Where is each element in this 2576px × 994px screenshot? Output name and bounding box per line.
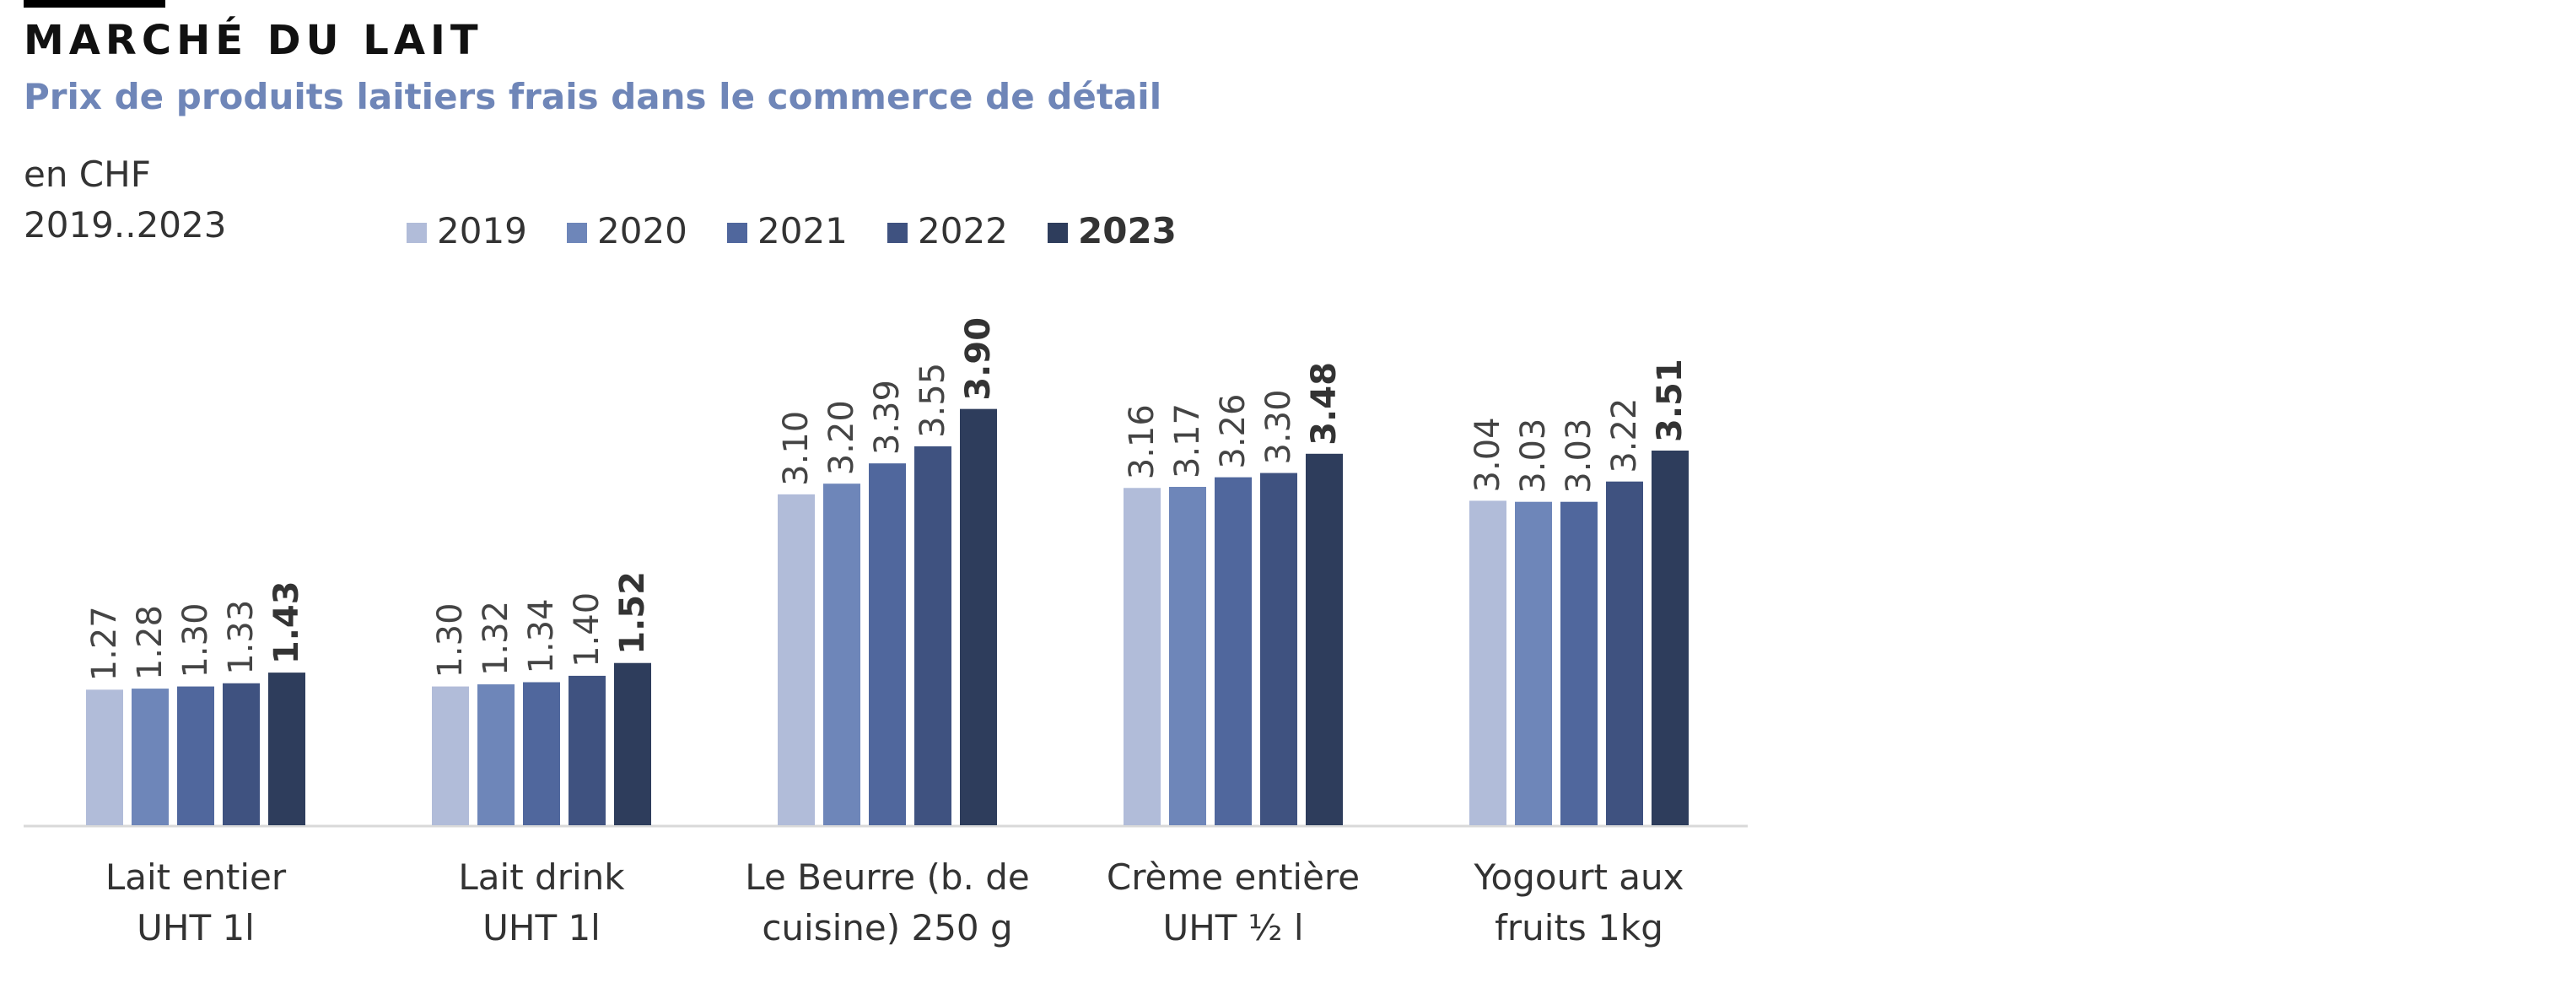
legend-swatch-2019 <box>407 223 427 243</box>
legend-label-2020: 2020 <box>597 210 687 251</box>
bar-2021-2 <box>869 463 906 825</box>
value-label-2020-3: 3.17 <box>1168 403 1207 478</box>
bar-2023-2 <box>960 408 997 825</box>
category-label-2-0: Le Beurre (b. de <box>745 856 1029 898</box>
category-label-3-1: UHT ½ l <box>1162 907 1303 948</box>
value-label-2022-2: 3.55 <box>913 363 952 438</box>
category-label-0-1: UHT 1l <box>137 907 255 948</box>
value-label-2019-0: 1.27 <box>85 606 124 681</box>
bar-2019-1 <box>432 686 469 825</box>
bar-2020-0 <box>132 689 169 825</box>
value-label-2023-1: 1.52 <box>613 571 652 655</box>
bar-2021-4 <box>1560 501 1598 825</box>
unit-label: en CHF <box>24 154 151 195</box>
category-label-0-0: Lait entier <box>105 856 287 898</box>
value-label-2023-4: 3.51 <box>1651 359 1689 442</box>
bar-2022-3 <box>1260 473 1297 825</box>
bar-2022-0 <box>223 683 260 825</box>
value-label-2020-4: 3.03 <box>1514 419 1553 494</box>
value-label-2019-4: 3.04 <box>1469 417 1507 492</box>
value-label-2022-3: 3.30 <box>1259 389 1298 464</box>
legend-label-2023: 2023 <box>1078 210 1177 251</box>
category-label-4-1: fruits 1kg <box>1495 907 1663 948</box>
bar-2023-1 <box>614 662 651 825</box>
value-label-2020-1: 1.32 <box>477 601 515 676</box>
value-label-2019-3: 3.16 <box>1123 404 1161 479</box>
bar-2021-1 <box>523 682 560 825</box>
bar-2020-1 <box>477 684 515 825</box>
value-label-2020-0: 1.28 <box>131 605 170 680</box>
bar-2021-0 <box>177 686 214 825</box>
bar-2019-0 <box>86 689 123 825</box>
bar-2022-2 <box>914 446 951 825</box>
bar-2019-4 <box>1469 500 1506 825</box>
category-label-3-0: Crème entière <box>1107 856 1360 898</box>
category-label-4-0: Yogourt aux <box>1473 856 1684 898</box>
value-label-2022-0: 1.33 <box>222 600 261 675</box>
bar-2019-2 <box>778 494 815 825</box>
value-label-2019-2: 3.10 <box>777 411 816 486</box>
top-rule <box>24 0 165 8</box>
bar-2021-3 <box>1215 477 1252 825</box>
value-label-2021-0: 1.30 <box>176 602 215 678</box>
value-label-2023-2: 3.90 <box>959 317 998 401</box>
chart-subtitle: Prix de produits laitiers frais dans le … <box>24 76 1162 117</box>
value-label-2020-2: 3.20 <box>822 400 861 475</box>
page-title: MARCHÉ DU LAIT <box>24 17 483 64</box>
legend-swatch-2022 <box>887 223 908 243</box>
legend-swatch-2023 <box>1048 223 1068 243</box>
category-label-1-1: UHT 1l <box>482 907 601 948</box>
category-label-2-1: cuisine) 250 g <box>762 907 1012 948</box>
value-label-2021-1: 1.34 <box>522 598 561 673</box>
bar-2022-4 <box>1606 481 1643 825</box>
bar-2023-0 <box>268 673 305 825</box>
bar-2023-3 <box>1306 453 1343 825</box>
bar-2020-2 <box>823 483 860 825</box>
value-label-2021-2: 3.39 <box>868 380 907 455</box>
legend-swatch-2020 <box>567 223 587 243</box>
bar-2022-1 <box>569 675 606 825</box>
legend-label-2021: 2021 <box>757 210 848 251</box>
bar-2020-4 <box>1515 501 1552 825</box>
period-label: 2019..2023 <box>24 204 227 246</box>
value-label-2021-4: 3.03 <box>1560 419 1598 494</box>
value-label-2022-4: 3.22 <box>1605 398 1644 473</box>
bar-2020-3 <box>1169 486 1206 825</box>
value-label-2023-3: 3.48 <box>1305 362 1344 446</box>
bar-2019-3 <box>1124 488 1161 825</box>
value-label-2023-0: 1.43 <box>267 581 306 664</box>
value-label-2022-1: 1.40 <box>568 592 606 667</box>
category-label-1-0: Lait drink <box>458 856 625 898</box>
bar-2023-4 <box>1652 450 1689 825</box>
value-label-2019-1: 1.30 <box>431 602 470 678</box>
legend-label-2022: 2022 <box>918 210 1008 251</box>
value-label-2021-3: 3.26 <box>1214 394 1253 469</box>
legend-swatch-2021 <box>727 223 747 243</box>
legend-label-2019: 2019 <box>437 210 527 251</box>
